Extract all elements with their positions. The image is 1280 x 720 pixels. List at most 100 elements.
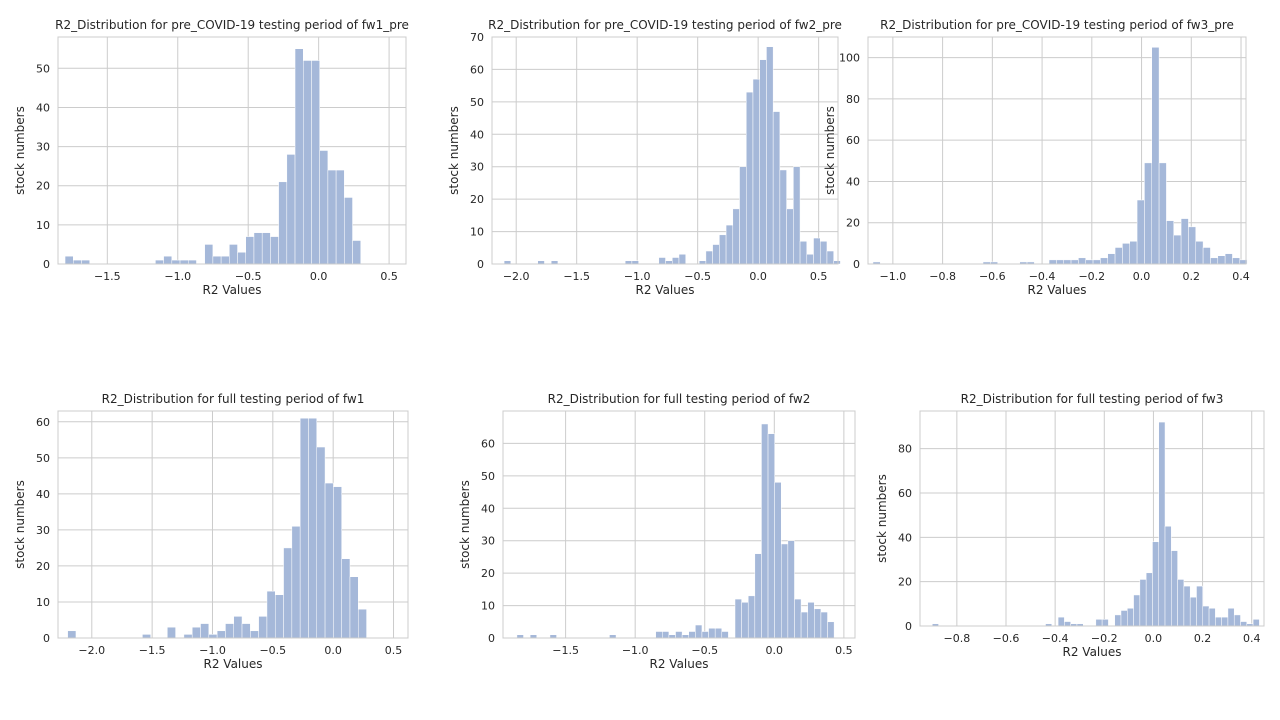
y-tick-label: 50: [36, 62, 50, 75]
histogram-bar: [1196, 585, 1204, 627]
histogram-bar: [675, 631, 683, 639]
y-tick-label: 40: [36, 101, 50, 114]
histogram-bar: [1164, 526, 1172, 627]
histogram-bar: [1145, 572, 1153, 627]
y-tick-label: 40: [898, 531, 912, 544]
histogram-bar: [1233, 614, 1241, 627]
histogram-bar: [655, 631, 663, 639]
histogram-bar: [1136, 199, 1145, 265]
histogram-bar: [747, 595, 756, 639]
histogram-bar: [349, 576, 359, 639]
chart-title: R2_Distribution for pre_COVID-19 testing…: [55, 18, 409, 32]
y-tick-label: 20: [36, 180, 50, 193]
histogram-bar: [732, 208, 740, 265]
histogram-bar: [1210, 257, 1219, 265]
histogram-bar: [316, 446, 326, 639]
y-tick-label: 60: [470, 63, 484, 76]
histogram-bar: [772, 111, 781, 265]
x-tick-label: −1.0: [624, 270, 651, 283]
histogram-bar: [1180, 218, 1189, 265]
histogram-bar: [67, 630, 77, 639]
y-tick-label: 40: [481, 502, 495, 515]
histogram-bar: [266, 590, 276, 639]
x-tick-label: 0.4: [1243, 632, 1261, 645]
x-tick-label: −0.5: [259, 644, 286, 657]
histogram-bar: [302, 60, 312, 265]
histogram-bar: [721, 631, 729, 639]
histogram-bar: [826, 250, 834, 265]
histogram-bar: [1063, 259, 1072, 265]
x-tick-label: −1.5: [552, 644, 579, 657]
histogram-bar: [352, 240, 361, 265]
histogram-bar: [752, 78, 760, 265]
histogram-bar: [1127, 608, 1134, 627]
histogram-bar: [767, 433, 775, 639]
histogram-bar: [216, 630, 226, 639]
x-tick-label: 0.0: [749, 270, 767, 283]
histogram-bar: [701, 631, 709, 639]
x-tick-label: −2.0: [503, 270, 530, 283]
histogram-bar: [1120, 610, 1128, 627]
histogram-bar: [719, 234, 727, 265]
y-tick-label: 60: [846, 134, 860, 147]
y-tick-label: 40: [846, 175, 860, 188]
x-tick-label: −0.6: [993, 632, 1020, 645]
histogram-bar: [171, 259, 181, 265]
histogram-bar: [658, 257, 666, 265]
histogram-bar: [191, 626, 201, 639]
x-tick-label: −0.5: [235, 270, 262, 283]
histogram-bar: [819, 241, 828, 265]
chart-3: −1.0 −0.8 −0.6 −0.4 −0.2 0.0 0.2 0.4 0 20 40 60 80 10…: [823, 18, 1250, 297]
y-tick-label: 40: [36, 488, 50, 501]
y-tick-label: 30: [36, 141, 50, 154]
histogram-bar: [1215, 616, 1222, 627]
x-tick-label: 0.0: [766, 644, 784, 657]
chart-title: R2_Distribution for full testing period …: [961, 392, 1224, 406]
x-tick-label: 0.4: [1232, 270, 1250, 283]
histogram-bar: [167, 626, 176, 639]
histogram-bar: [1085, 259, 1094, 265]
histogram-bar: [73, 259, 82, 265]
y-axis-label: stock numbers: [458, 480, 472, 569]
histogram-bar: [779, 169, 787, 265]
histogram-bar: [1232, 257, 1241, 265]
histogram-bar: [734, 598, 742, 639]
histogram-bar: [1114, 614, 1122, 627]
y-tick-label: 80: [846, 93, 860, 106]
histogram-bar: [237, 252, 247, 265]
histogram-bar: [1114, 247, 1123, 265]
histogram-bar: [759, 59, 767, 265]
histogram-bar: [761, 423, 769, 639]
x-tick-label: 0.2: [1183, 270, 1201, 283]
y-tick-label: 0: [43, 258, 50, 271]
histogram-bar: [1158, 162, 1167, 265]
histogram-bar: [1173, 234, 1182, 265]
histogram-bar: [212, 255, 222, 265]
histogram-bar: [705, 250, 713, 265]
x-tick-label: 0.5: [380, 270, 398, 283]
x-axis-label: R2 Values: [636, 283, 695, 297]
histogram-bar: [714, 628, 723, 639]
plot-frame: [502, 410, 856, 639]
histogram-bar: [1151, 47, 1160, 265]
histogram-bar: [270, 236, 279, 265]
histogram-bar: [278, 181, 288, 265]
histogram-bar: [1095, 619, 1103, 627]
plot-frame: [57, 410, 409, 639]
histogram-bar: [142, 634, 151, 639]
histogram-bar: [1171, 550, 1178, 627]
histogram-bar: [64, 255, 74, 265]
histogram-bar: [208, 634, 218, 639]
histogram-bar: [766, 46, 774, 265]
y-tick-label: 20: [846, 217, 860, 230]
histogram-bar: [1101, 619, 1109, 627]
y-tick-label: 30: [36, 524, 50, 537]
histogram-bar: [1224, 253, 1233, 265]
y-tick-label: 30: [481, 535, 495, 548]
x-tick-label: 0.5: [810, 270, 828, 283]
histogram-bar: [344, 197, 353, 265]
y-axis-label: stock numbers: [13, 480, 27, 569]
y-axis-label: stock numbers: [447, 106, 461, 195]
histogram-bar: [324, 482, 334, 639]
histogram-bar: [1057, 616, 1065, 627]
